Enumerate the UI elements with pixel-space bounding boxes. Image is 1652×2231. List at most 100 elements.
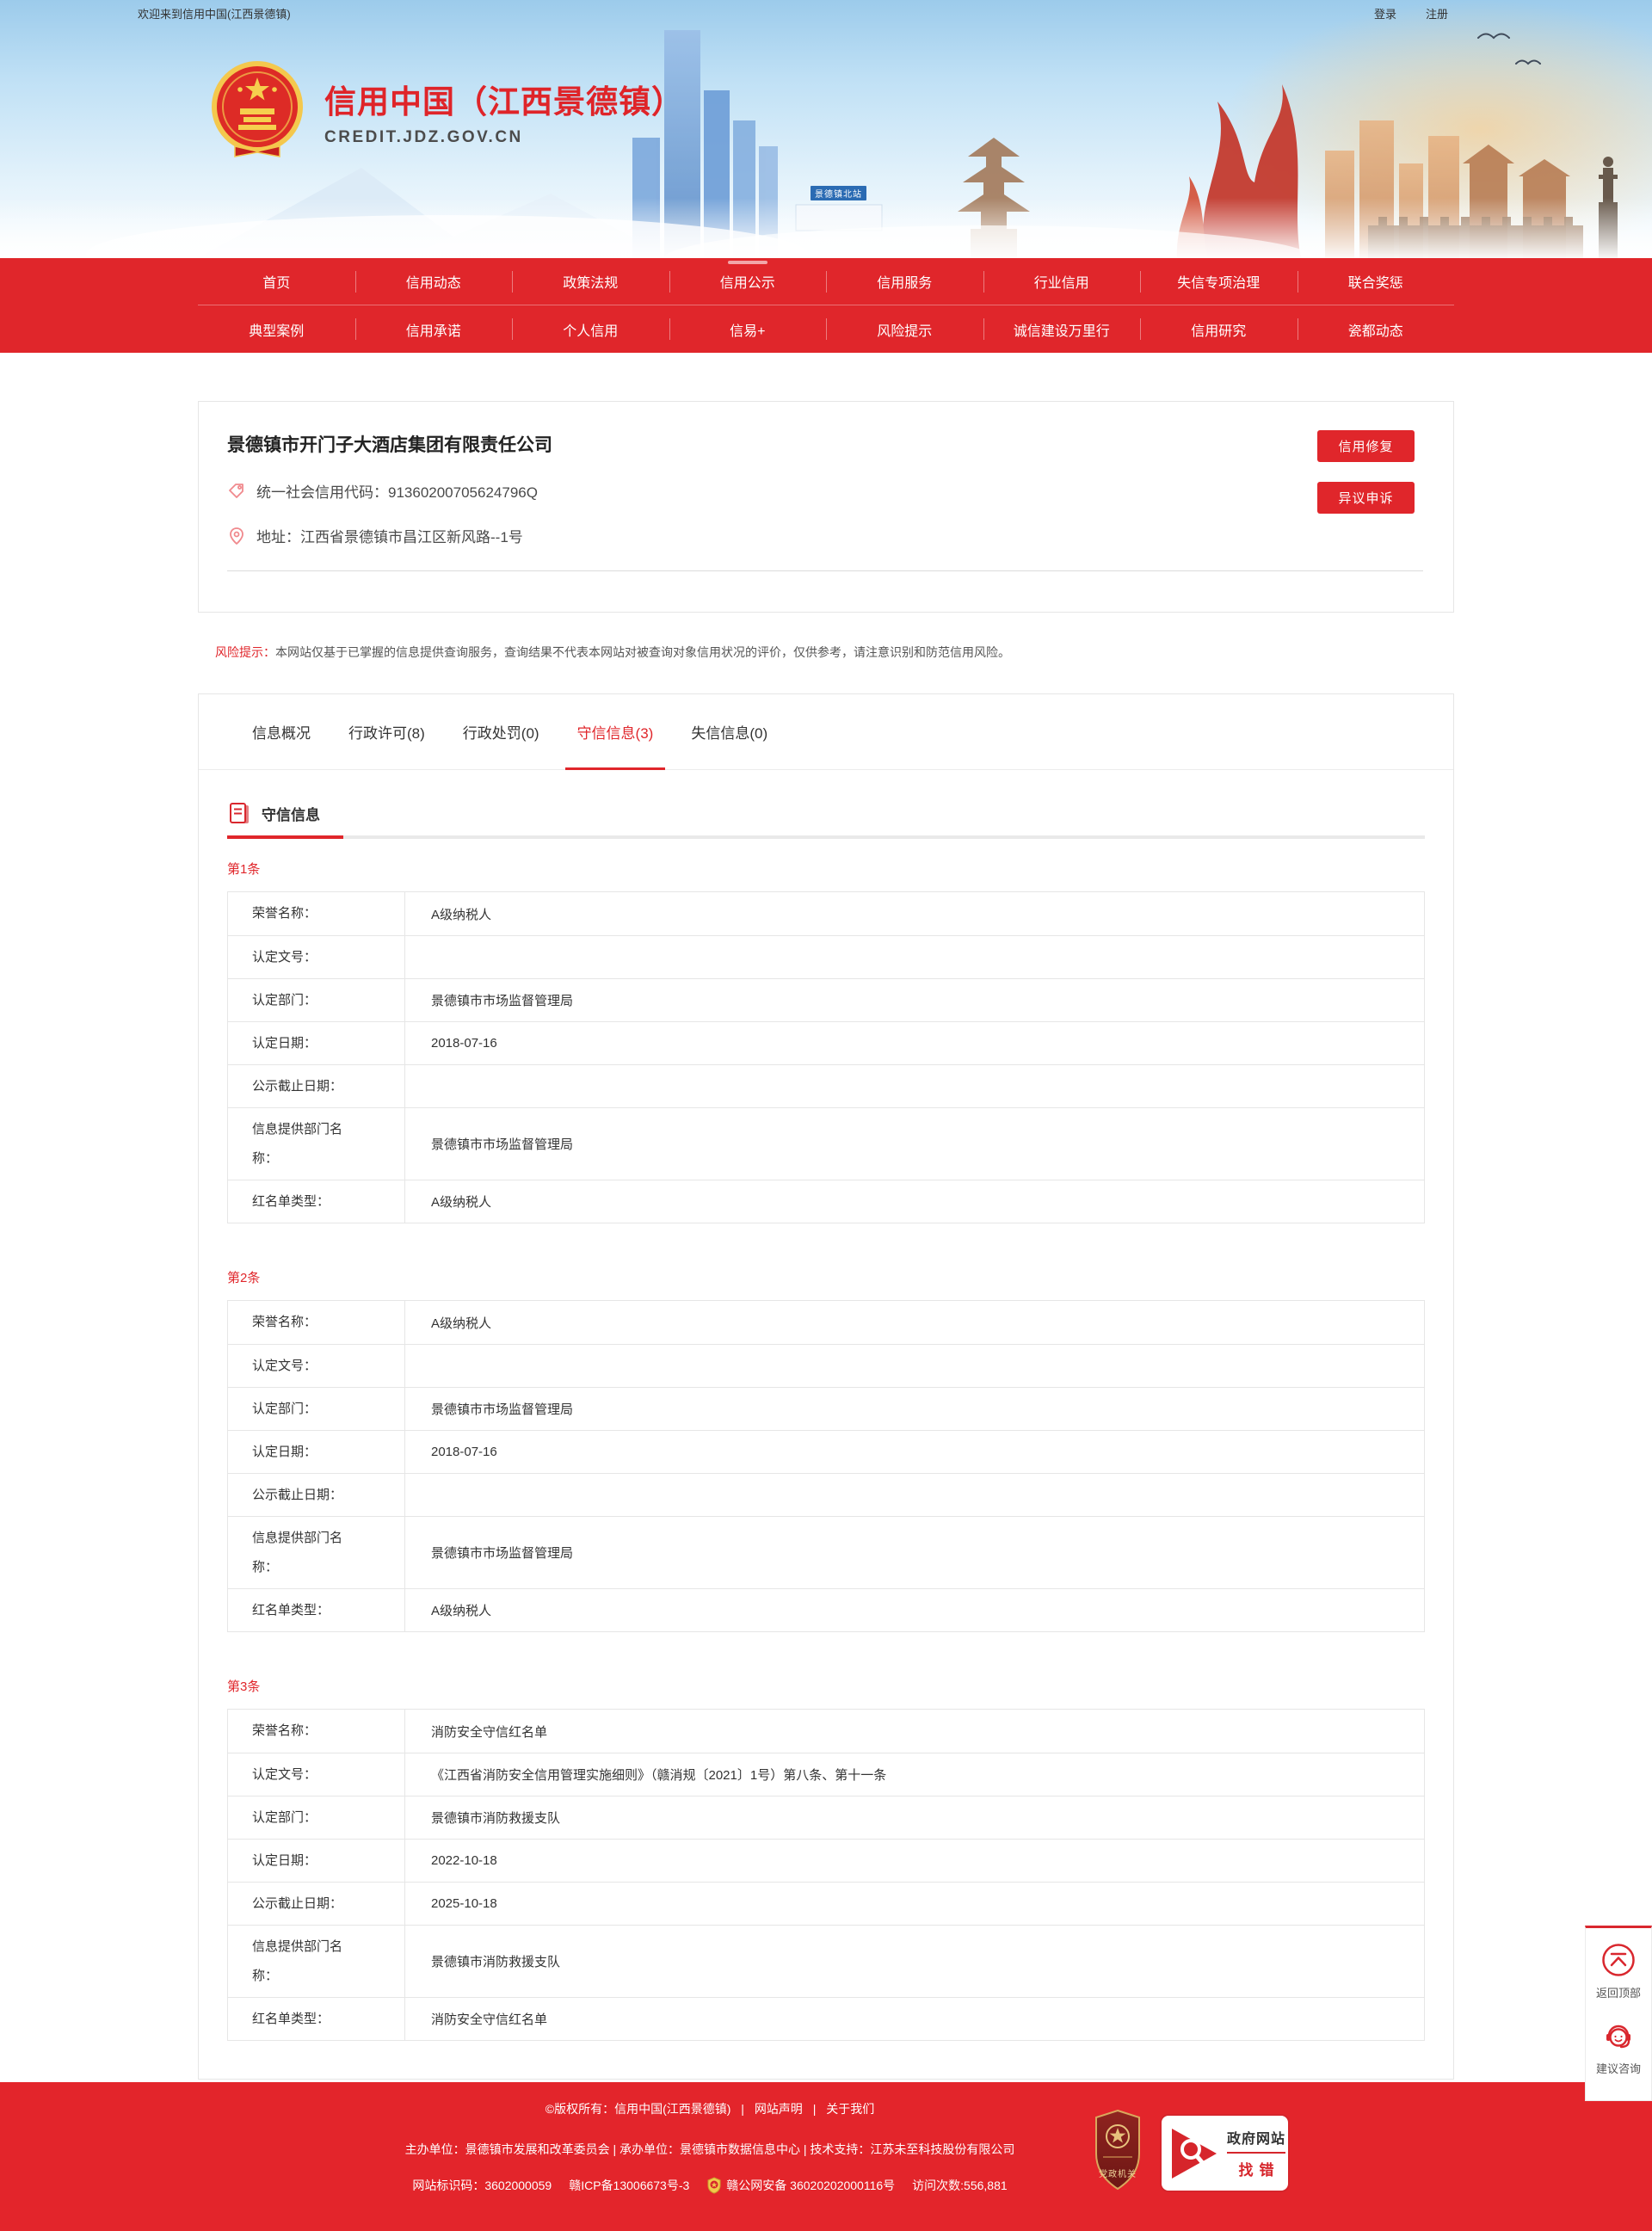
footer: ©版权所有：信用中国(江西景德镇) | 网站声明 | 关于我们 主办单位：景德镇… <box>0 2082 1652 2231</box>
record-index: 第3条 <box>227 1679 261 1694</box>
field-value: 2018-07-16 <box>431 1036 497 1051</box>
record-index: 第1条 <box>227 862 261 877</box>
document-icon <box>230 803 249 823</box>
nav-credit-promise[interactable]: 信用承诺 <box>354 305 513 353</box>
credit-info-card: 信息概况 行政许可(8) 行政处罚(0) 守信信息(3) 失信信息(0) 守信信… <box>198 693 1454 2080</box>
tab-trustworthy-info[interactable]: 守信信息(3) <box>564 694 666 770</box>
national-emblem-icon <box>212 61 303 157</box>
topbar: 欢迎来到信用中国(江西景德镇) 登录 注册 <box>0 0 1652 26</box>
section-header: 守信信息 <box>227 801 1425 825</box>
credit-repair-button[interactable]: 信用修复 <box>1317 430 1415 462</box>
field-label: 公示截止日期： <box>228 1065 405 1107</box>
nav-integrity-journey[interactable]: 诚信建设万里行 <box>983 305 1141 353</box>
field-value: A级纳税人 <box>431 1604 492 1618</box>
field-label: 红名单类型： <box>228 1589 405 1631</box>
record-table: 荣誉名称： 消防安全守信红名单 认定文号： 《江西省消防安全信用管理实施细则》（赣消… <box>227 1709 1425 2041</box>
field-label: 公示截止日期： <box>228 1883 405 1925</box>
party-government-badge[interactable]: 党政机关 <box>1093 2109 1143 2191</box>
nav-untrust-treatment[interactable]: 失信专项治理 <box>1140 258 1298 305</box>
suggestion-consult-button[interactable]: 建议咨询 <box>1596 2018 1641 2076</box>
nav-home[interactable]: 首页 <box>262 276 291 291</box>
company-name: 景德镇市开门子大酒店集团有限责任公司 <box>227 435 552 455</box>
table-row: 荣誉名称： 消防安全守信红名单 <box>228 1710 1424 1753</box>
register-link[interactable]: 注册 <box>1425 7 1448 21</box>
nav-credit-research[interactable]: 信用研究 <box>1140 305 1298 353</box>
nav-credit-service[interactable]: 信用服务 <box>826 258 983 305</box>
nav-industry-credit[interactable]: 行业信用 <box>983 258 1141 305</box>
find-error-logo-icon <box>1172 2128 1217 2179</box>
tab-admin-license[interactable]: 行政许可(8) <box>348 725 425 742</box>
visit-count: 访问次数:556,881 <box>912 2179 1008 2192</box>
appeal-button[interactable]: 异议申诉 <box>1317 482 1415 514</box>
nav-typical-cases[interactable]: 典型案例 <box>249 324 305 339</box>
field-label: 荣誉名称： <box>228 892 405 935</box>
welcome-text: 欢迎来到信用中国(江西景德镇) <box>138 7 291 21</box>
address-value: 江西省景德镇市昌江区新风路--1号 <box>300 529 523 545</box>
record-table: 荣誉名称： A级纳税人 认定文号： 认定部门： 景德镇市市场监督管理局 认定日期： 2… <box>227 891 1425 1223</box>
copyright-text: ©版权所有：信用中国(江西景德镇) <box>545 2102 731 2116</box>
gov-site-find-error-badge[interactable]: 政府网站 找错 <box>1160 2114 1290 2192</box>
table-row: 认定文号： <box>228 935 1424 978</box>
nav-credit-news[interactable]: 信用动态 <box>354 258 513 305</box>
divider <box>227 570 1423 571</box>
field-value: A级纳税人 <box>431 1316 492 1331</box>
table-row: 认定日期： 2018-07-16 <box>228 1021 1424 1064</box>
footer-organizer-line: 主办单位：景德镇市发展和改革委员会 | 承办单位：景德镇市数据信息中心 | 技术… <box>404 2142 1015 2156</box>
table-row: 认定文号： 《江西省消防安全信用管理实施细则》（赣消规〔2021〕1号）第八条、第… <box>228 1753 1424 1796</box>
nav-risk-warning[interactable]: 风险提示 <box>826 305 983 353</box>
field-label: 认定部门： <box>228 1797 405 1839</box>
field-value: 景德镇市市场监督管理局 <box>431 994 574 1008</box>
table-row: 红名单类型： A级纳税人 <box>228 1588 1424 1631</box>
nav-policy[interactable]: 政策法规 <box>512 258 669 305</box>
credit-code-row: 统一社会信用代码：91360200705624796Q <box>227 480 1423 502</box>
login-link[interactable]: 登录 <box>1373 7 1396 21</box>
risk-notice: 风险提示：本网站仅基于已掌握的信息提供查询服务，查询结果不代表本网站对被查询对象… <box>198 644 1454 661</box>
police-badge-icon <box>707 2177 721 2194</box>
address-row: 地址：江西省景德镇市昌江区新风路--1号 <box>227 525 1423 546</box>
field-label: 红名单类型： <box>228 1180 405 1223</box>
station-sign: 景德镇北站 <box>811 186 866 200</box>
field-value: 2018-07-16 <box>431 1445 497 1459</box>
field-label: 信息提供部门名称： <box>228 1108 405 1180</box>
table-row: 认定部门： 景德镇市市场监督管理局 <box>228 978 1424 1021</box>
location-icon <box>230 527 243 545</box>
about-us-link[interactable]: 关于我们 <box>826 2102 875 2116</box>
back-to-top-button[interactable]: 返回顶部 <box>1596 1942 1641 2000</box>
credit-code-value: 91360200705624796Q <box>388 484 538 501</box>
record-table: 荣誉名称： A级纳税人 认定文号： 认定部门： 景德镇市市场监督管理局 认定日期： 2… <box>227 1300 1425 1632</box>
footer-separator: | <box>741 2102 744 2116</box>
headset-icon <box>1606 2025 1630 2049</box>
shield-badge-label: 党政机关 <box>1099 2170 1137 2179</box>
nav-personal-credit[interactable]: 个人信用 <box>512 305 669 353</box>
footer-record-line: 网站标识码：3602000059 赣ICP备13006673号-3 赣公网安备 … <box>198 2177 1222 2194</box>
risk-label: 风险提示： <box>215 645 275 659</box>
table-row: 荣誉名称： A级纳税人 <box>228 892 1424 935</box>
icp-record-text: 赣ICP备13006673号-3 <box>569 2179 690 2192</box>
field-value <box>405 1065 1424 1107</box>
field-label: 红名单类型： <box>228 1998 405 2040</box>
city-skyline-illustration <box>0 0 1652 258</box>
nav-porcelain-news[interactable]: 瓷都动态 <box>1297 305 1455 353</box>
table-row: 红名单类型： 消防安全守信红名单 <box>228 1997 1424 2040</box>
field-label: 认定日期： <box>228 1022 405 1064</box>
tab-admin-penalty[interactable]: 行政处罚(0) <box>462 725 539 742</box>
tab-bar: 信息概况 行政许可(8) 行政处罚(0) 守信信息(3) 失信信息(0) <box>199 694 1453 770</box>
nav-credit-publicity[interactable]: 信用公示 <box>669 258 827 305</box>
site-logo[interactable]: 信用中国（江西景德镇） CREDIT.JDZ.GOV.CN <box>209 60 684 162</box>
nav-row-1: 首页 信用动态 政策法规 信用公示 信用服务 行业信用 失信专项治理 联合奖惩 <box>198 258 1454 305</box>
field-value: 景德镇市消防救援支队 <box>431 1955 561 1969</box>
tab-info-overview[interactable]: 信息概况 <box>252 725 311 742</box>
nav-joint-reward[interactable]: 联合奖惩 <box>1297 258 1455 305</box>
table-row: 信息提供部门名称： 景德镇市市场监督管理局 <box>228 1516 1424 1588</box>
main-content: 景德镇市开门子大酒店集团有限责任公司 统一社会信用代码：913602007056… <box>198 401 1454 2080</box>
table-row: 公示截止日期： 2025-10-18 <box>228 1882 1424 1925</box>
nav-credit-easy[interactable]: 信易+ <box>669 305 827 353</box>
tab-untrustworthy-info[interactable]: 失信信息(0) <box>691 725 768 742</box>
table-row: 红名单类型： A级纳税人 <box>228 1180 1424 1223</box>
site-statement-link[interactable]: 网站声明 <box>754 2102 803 2116</box>
field-value <box>405 936 1424 978</box>
site-domain: CREDIT.JDZ.GOV.CN <box>324 127 523 146</box>
police-record-link[interactable]: 赣公网安备 36020202000116号 <box>726 2179 896 2192</box>
footer-copyright-line: ©版权所有：信用中国(江西景德镇) | 网站声明 | 关于我们 <box>198 2100 1222 2117</box>
table-row: 信息提供部门名称： 景德镇市市场监督管理局 <box>228 1107 1424 1180</box>
